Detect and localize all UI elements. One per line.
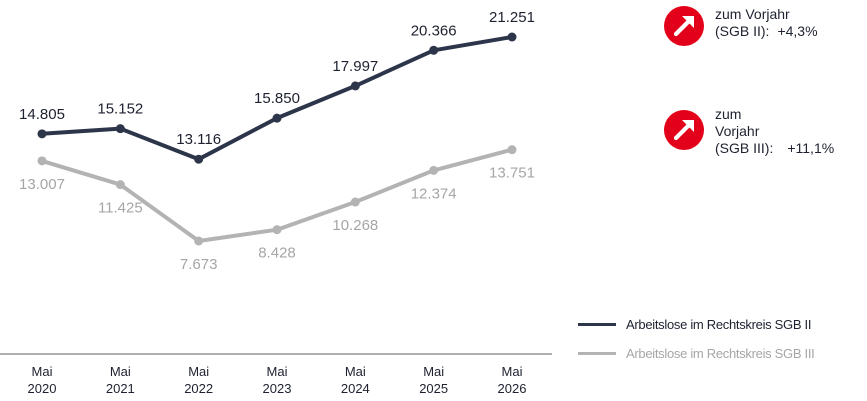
data-point-sgb3 <box>507 145 517 155</box>
legend-item-sgb2: Arbeitslose im Rechtskreis SGB II <box>578 315 814 334</box>
legend-swatch-sgb3 <box>578 352 616 355</box>
arrow-up-right-icon <box>664 110 704 150</box>
data-label-sgb2: 13.116 <box>176 131 221 148</box>
x-tick-label: Mai 2020 <box>28 364 57 396</box>
x-tick-label: Mai 2024 <box>341 364 370 396</box>
x-tick-label: Mai 2021 <box>106 364 135 396</box>
data-label-sgb3: 8.428 <box>258 245 296 262</box>
data-label-sgb3: 11.425 <box>98 200 143 217</box>
indicator-sgb2-change: zum Vorjahr (SGB II): +4,3% <box>664 6 818 46</box>
data-point-sgb2 <box>37 129 47 139</box>
indicator-sgb2-prefix: (SGB II): <box>715 23 770 39</box>
data-label-sgb2: 15.152 <box>97 101 143 118</box>
data-point-sgb3 <box>115 180 125 190</box>
data-label-sgb2: 17.997 <box>332 58 378 75</box>
data-label-sgb2: 14.805 <box>19 106 65 123</box>
legend: Arbeitslose im Rechtskreis SGB II Arbeit… <box>578 315 815 373</box>
indicator-sgb3-label-2: Vorjahr <box>715 123 760 139</box>
data-label-sgb3: 13.751 <box>489 165 535 182</box>
data-point-sgb2 <box>272 113 282 123</box>
data-label-sgb3: 7.673 <box>180 256 218 273</box>
x-tick-label: Mai 2023 <box>263 364 292 396</box>
data-point-sgb2 <box>429 45 439 55</box>
x-tick-label: Mai 2025 <box>419 364 448 396</box>
legend-swatch-sgb2 <box>578 323 616 326</box>
data-label-sgb3: 13.007 <box>19 176 65 193</box>
data-point-sgb2 <box>194 154 204 164</box>
data-point-sgb3 <box>37 156 47 166</box>
data-point-sgb3 <box>429 165 439 175</box>
data-label-sgb2: 20.366 <box>411 22 457 39</box>
indicator-sgb3-label-1: zum <box>715 106 742 122</box>
x-tick-label: Mai 2022 <box>184 364 213 396</box>
indicator-sgb2-value: +4,3% <box>777 23 818 39</box>
indicator-sgb2-label: zum Vorjahr <box>715 6 790 22</box>
data-label-sgb2: 21.251 <box>489 9 535 26</box>
data-point-sgb2 <box>507 32 517 42</box>
indicator-sgb3-value: +11,1% <box>787 140 835 156</box>
indicator-sgb3-change: zum Vorjahr (SGB III): +11,1% <box>664 106 834 157</box>
arrow-up-right-icon <box>664 6 704 46</box>
x-tick-label: Mai 2026 <box>498 364 527 396</box>
data-point-sgb2 <box>350 81 360 91</box>
data-point-sgb3 <box>194 236 204 246</box>
data-label-sgb3: 10.268 <box>332 217 378 234</box>
data-point-sgb3 <box>272 225 282 235</box>
data-point-sgb3 <box>350 197 360 207</box>
data-label-sgb2: 15.850 <box>254 90 300 107</box>
data-label-sgb3: 12.374 <box>411 185 457 202</box>
indicator-sgb3-prefix: (SGB III): <box>715 140 774 156</box>
legend-label-sgb3: Arbeitslose im Rechtskreis SGB III <box>626 346 815 361</box>
data-point-sgb2 <box>115 124 125 134</box>
legend-label-sgb2: Arbeitslose im Rechtskreis SGB II <box>626 317 812 332</box>
legend-item-sgb3: Arbeitslose im Rechtskreis SGB III <box>578 344 815 363</box>
